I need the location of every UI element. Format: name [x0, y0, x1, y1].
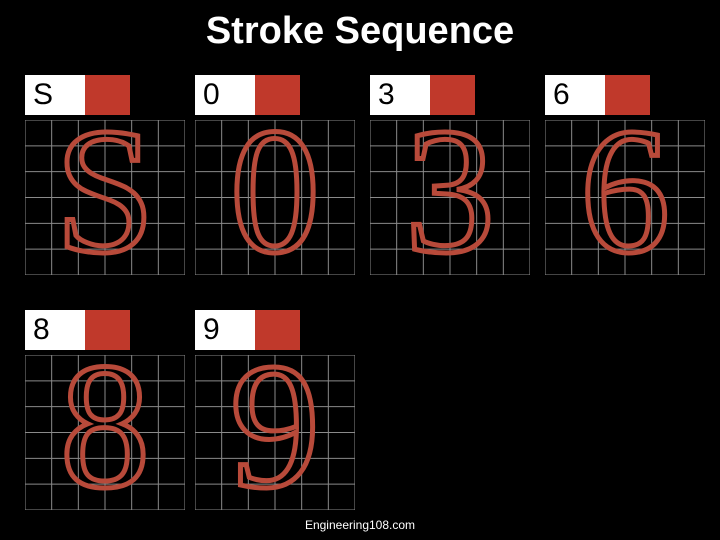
page-title: Stroke Sequence: [0, 10, 720, 53]
stroke-indicator: [255, 75, 300, 115]
svg-text:3: 3: [405, 120, 495, 275]
character-grid: 9: [195, 355, 355, 510]
character-grid: 3: [370, 120, 530, 275]
svg-text:8: 8: [60, 355, 150, 510]
character-grid: S: [25, 120, 185, 275]
svg-text:6: 6: [580, 120, 670, 275]
character-label: 9: [195, 310, 255, 350]
stroke-indicator: [85, 310, 130, 350]
stroke-indicator: [430, 75, 475, 115]
svg-text:S: S: [55, 120, 155, 275]
character-label: 3: [370, 75, 430, 115]
footer-credit: Engineering108.com: [0, 518, 720, 532]
stroke-indicator: [255, 310, 300, 350]
stroke-indicator: [85, 75, 130, 115]
stroke-indicator: [605, 75, 650, 115]
character-label: S: [25, 75, 85, 115]
character-grid: 8: [25, 355, 185, 510]
svg-text:9: 9: [230, 355, 320, 510]
character-grid: 6: [545, 120, 705, 275]
character-label: 6: [545, 75, 605, 115]
character-label: 8: [25, 310, 85, 350]
character-grid: 0: [195, 120, 355, 275]
svg-text:0: 0: [230, 120, 320, 275]
character-label: 0: [195, 75, 255, 115]
